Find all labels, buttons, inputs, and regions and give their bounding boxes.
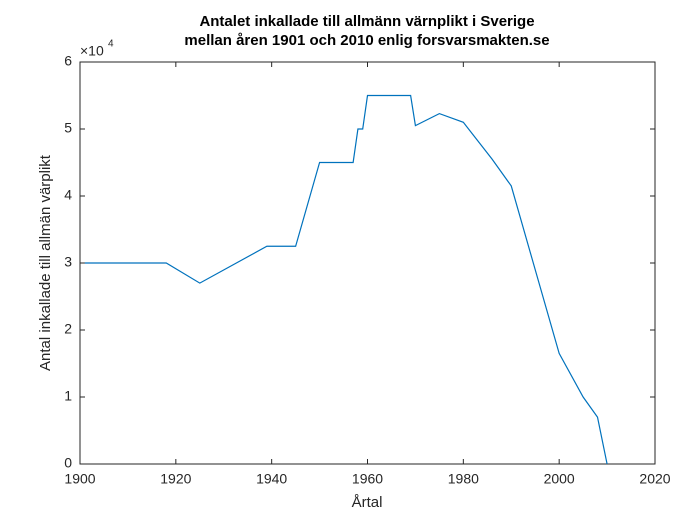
y-tick-label: 6 xyxy=(64,53,72,69)
x-axis-label: Årtal xyxy=(352,494,383,511)
y-tick-label: 2 xyxy=(64,321,72,337)
x-tick-label: 1980 xyxy=(448,471,479,487)
x-tick-label: 1940 xyxy=(256,471,287,487)
x-tick-label: 2020 xyxy=(639,471,670,487)
data-line xyxy=(84,94,608,465)
y-multiplier-exponent: 4 xyxy=(108,39,114,50)
chart-title: mellan åren 1901 och 2010 enlig forsvars… xyxy=(184,32,549,49)
x-tick-label: 1900 xyxy=(64,471,95,487)
y-tick-label: 3 xyxy=(64,254,72,270)
y-tick-label: 1 xyxy=(64,388,72,404)
x-tick-label: 1960 xyxy=(352,471,383,487)
x-tick-label: 1920 xyxy=(160,471,191,487)
plot-area xyxy=(79,61,656,465)
y-multiplier: ×10 xyxy=(80,43,104,59)
chart-title: Antalet inkallade till allmänn värnplikt… xyxy=(199,13,534,30)
y-tick-label: 5 xyxy=(64,120,72,136)
y-tick-label: 0 xyxy=(64,455,72,471)
y-axis-label: Antal inkallade till allmän värplikt xyxy=(37,154,54,371)
x-tick-label: 2000 xyxy=(544,471,575,487)
y-tick-label: 4 xyxy=(64,187,72,203)
